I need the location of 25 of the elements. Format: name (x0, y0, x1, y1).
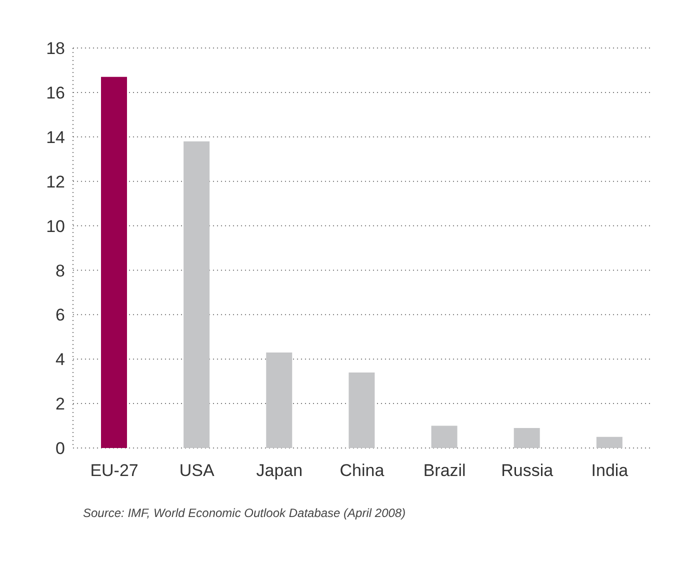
x-tick-label: India (591, 461, 629, 480)
y-tick-label: 12 (46, 172, 65, 192)
x-tick-label: Brazil (423, 461, 466, 480)
bar (596, 436, 622, 448)
y-tick-label: 4 (56, 350, 65, 370)
x-tick-label: USA (179, 461, 215, 480)
source-note: Source: IMF, World Economic Outlook Database (April 2008) (83, 506, 407, 520)
x-tick-label: Russia (501, 461, 554, 480)
bar (184, 141, 210, 448)
x-tick-label: Japan (256, 461, 303, 480)
y-tick-label: 18 (46, 39, 65, 58)
bar (266, 352, 292, 448)
x-tick-label: EU-27 (90, 461, 138, 480)
y-tick-label: 8 (56, 261, 65, 280)
y-tick-label: 10 (46, 216, 65, 236)
y-tick-label: 2 (56, 394, 65, 414)
bar (431, 426, 458, 448)
bar (514, 428, 540, 448)
y-tick-label: 16 (46, 83, 65, 102)
y-tick-label: 0 (56, 439, 65, 458)
bar (101, 76, 127, 448)
y-tick-label: 6 (56, 306, 65, 325)
y-tick-label: 14 (46, 128, 65, 147)
x-tick-label: China (340, 461, 385, 480)
bar (348, 372, 375, 448)
